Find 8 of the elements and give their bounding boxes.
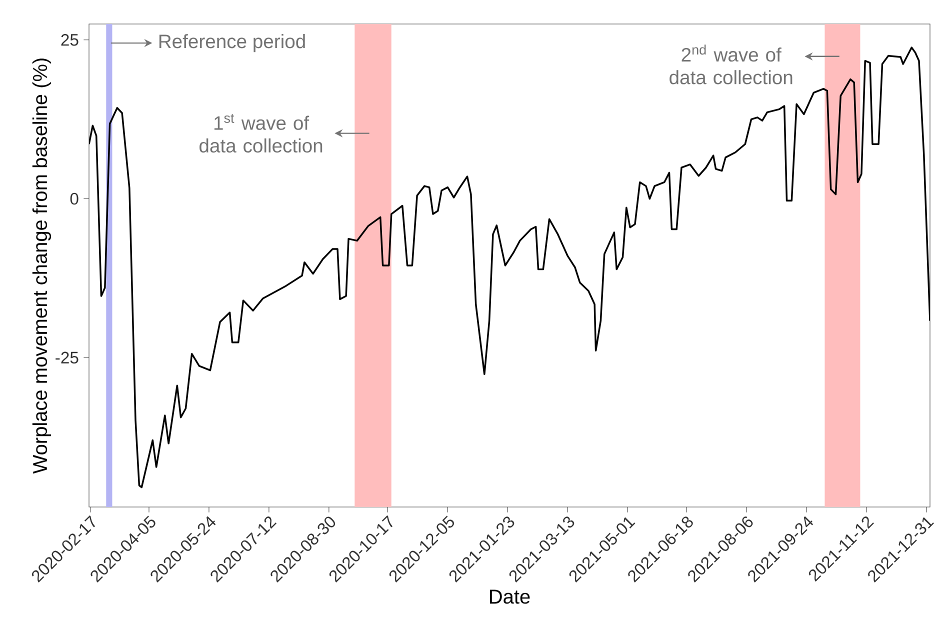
y-tick-label: 0	[70, 192, 78, 205]
y-axis-title: Worplace movement change from baseline (%)	[32, 58, 52, 474]
band-label: Reference period	[159, 34, 305, 52]
band-label: 2$^{nd}$ wave of data collection	[670, 44, 792, 84]
y-tick-label: -25	[56, 352, 78, 364]
x-axis-title: Date	[490, 590, 530, 604]
band-label: 1$^{st}$ wave of data collection	[200, 114, 322, 153]
y-tick-label: 25	[61, 34, 78, 46]
